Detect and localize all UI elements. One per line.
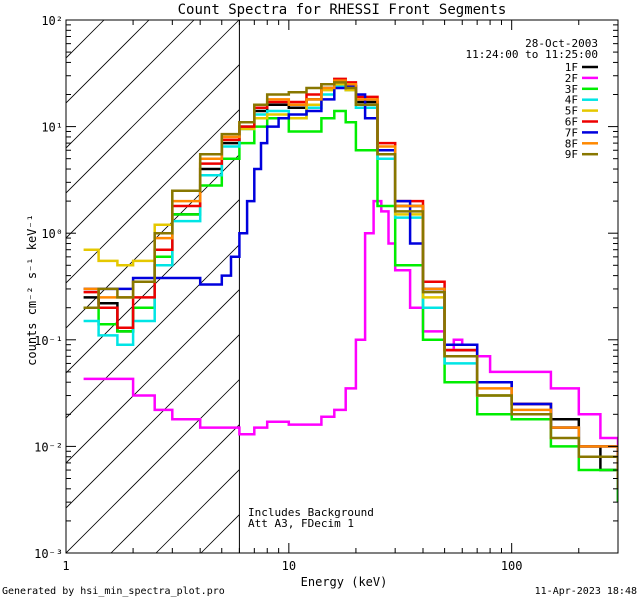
hatch-line (66, 20, 195, 149)
hatch-line (426, 20, 640, 553)
x-axis-label: Energy (keV) (301, 575, 388, 589)
hatch-line (66, 20, 105, 59)
hatch-line (66, 289, 240, 464)
y-tick-label: 10⁰ (41, 227, 63, 241)
time-range-label: 11:24:00 to 11:25:00 (466, 48, 598, 61)
hatch-line (66, 244, 240, 419)
hatch-line (66, 199, 240, 374)
y-tick-label: 10⁻³ (34, 547, 63, 561)
hatch-line (66, 20, 240, 194)
hatch-line (471, 20, 640, 553)
series-line-9F (83, 81, 618, 489)
hatch-line (381, 20, 640, 553)
y-tick-label: 10¹ (41, 121, 63, 135)
annotation-background: Includes Background (248, 506, 374, 519)
hatch-line (110, 424, 240, 553)
hatch-line (66, 379, 240, 553)
hatch-line (246, 20, 640, 553)
legend-label-9F: 9F (565, 148, 578, 161)
legend-label-3F: 3F (565, 83, 578, 96)
legend-label-2F: 2F (565, 72, 578, 85)
date-label: 28-Oct-2003 (525, 37, 598, 50)
chart-title: Count Spectra for RHESSI Front Segments (178, 2, 507, 18)
y-axis-ticks: 10² 10¹ 10⁰ 10⁻¹ 10⁻² 10⁻³ (34, 14, 618, 561)
series-line-1F (83, 81, 618, 503)
series-line-3F (83, 109, 618, 503)
y-tick-label: 10⁻¹ (34, 334, 63, 348)
hatch-line (66, 154, 240, 329)
footer-date: 11-Apr-2023 18:48 (535, 586, 637, 597)
legend-label-5F: 5F (565, 105, 578, 118)
hatch-line (66, 20, 150, 104)
background-hatched-region (66, 20, 640, 553)
legend-label-6F: 6F (565, 116, 578, 129)
legend-label-4F: 4F (565, 94, 578, 107)
spectra-series (83, 77, 618, 503)
legend-label-8F: 8F (565, 137, 578, 150)
hatch-line (606, 20, 640, 553)
y-axis-label: counts cm⁻² s⁻¹ keV⁻¹ (25, 214, 39, 366)
y-tick-label: 10² (41, 14, 63, 28)
hatch-line (516, 20, 640, 553)
y-tick-label: 10⁻² (34, 440, 63, 454)
x-axis-ticks: 1 10 100 (62, 20, 619, 573)
hatch-line (66, 64, 240, 239)
x-tick-label: 1 (62, 559, 69, 573)
annotation-attenuator: Att A3, FDecim 1 (248, 517, 354, 530)
x-tick-label: 10 (282, 559, 296, 573)
hatch-line (66, 334, 240, 509)
series-line-2F (83, 199, 618, 470)
plot-frame (65, 19, 619, 554)
legend-label-7F: 7F (565, 126, 578, 139)
series-line-4F (83, 84, 618, 489)
x-tick-label: 100 (501, 559, 523, 573)
legend-label-1F: 1F (565, 61, 578, 74)
footer-generated-by: Generated by hsi_min_spectra_plot.pro (2, 586, 225, 597)
series-line-7F (83, 84, 618, 479)
